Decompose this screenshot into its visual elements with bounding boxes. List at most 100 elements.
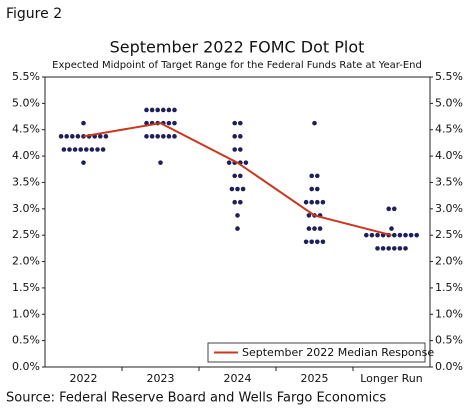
dot [414, 232, 420, 238]
y2-tick-label: 0.0% [435, 360, 463, 373]
dot [155, 134, 160, 139]
dot [240, 186, 246, 192]
dot [315, 199, 320, 205]
dot [364, 232, 369, 238]
x-tick-label: 2025 [301, 372, 329, 385]
y2-tick-label: 3.5% [435, 175, 463, 188]
dot [58, 134, 64, 139]
dot [72, 147, 78, 152]
dot [84, 147, 89, 152]
dot [312, 120, 317, 126]
dot [100, 147, 106, 152]
dot [369, 232, 375, 238]
legend-label: September 2022 Median Response [242, 346, 434, 359]
dot [81, 120, 86, 126]
dot [232, 147, 237, 152]
dot [226, 160, 232, 165]
dot [232, 199, 237, 205]
dot [309, 173, 315, 179]
dot [161, 134, 166, 139]
dot [235, 213, 240, 218]
dot [172, 107, 177, 113]
x-tick-label: 2022 [70, 372, 98, 385]
dot [315, 186, 320, 192]
dot [64, 134, 69, 139]
dot [232, 173, 237, 179]
dot [166, 107, 172, 113]
dot [166, 134, 172, 139]
dot [238, 199, 243, 205]
dot [306, 213, 312, 218]
y-tick-label: 2.0% [12, 255, 40, 268]
y2-tick-label: 2.5% [435, 228, 463, 241]
y-tick-label: 3.5% [12, 175, 40, 188]
dot [315, 239, 320, 245]
dot [309, 186, 315, 192]
dot [375, 232, 380, 238]
x-tick-label: 2023 [147, 372, 175, 385]
y-tick-label: 0.0% [12, 360, 40, 373]
dot [89, 147, 95, 152]
y-tick-label: 4.5% [12, 123, 40, 136]
dot [397, 246, 403, 251]
y-tick-label: 3.0% [12, 202, 40, 215]
dot [317, 226, 323, 231]
dot [149, 107, 155, 113]
chart-subtitle: Expected Midpoint of Target Range for th… [52, 60, 422, 71]
dot [320, 239, 326, 245]
dot [232, 134, 237, 139]
dot [144, 107, 149, 113]
dot [172, 120, 177, 126]
dot [232, 120, 237, 126]
dot [67, 147, 72, 152]
y2-tick-label: 5.0% [435, 96, 463, 109]
dot [303, 199, 309, 205]
dot [238, 134, 243, 139]
dot [166, 120, 172, 126]
dot [238, 120, 243, 126]
dot [392, 246, 397, 251]
dot [320, 199, 326, 205]
y-tick-label: 0.5% [12, 334, 40, 347]
y-tick-label: 4.0% [12, 149, 40, 162]
dot [309, 239, 315, 245]
dot [238, 173, 243, 179]
dot [312, 226, 317, 231]
dot [375, 246, 380, 251]
dot [103, 134, 109, 139]
dot [306, 226, 312, 231]
dot [408, 232, 414, 238]
dot [380, 246, 386, 251]
dot [386, 206, 392, 212]
y-tick-label: 5.0% [12, 96, 40, 109]
dot [235, 226, 240, 231]
y2-tick-label: 3.0% [435, 202, 463, 215]
y-tick-label: 1.0% [12, 307, 40, 320]
figure-label: Figure 2 [6, 6, 62, 22]
y-tick-label: 1.5% [12, 281, 40, 294]
source: Source: Federal Reserve Board and Wells … [6, 391, 386, 406]
dot [403, 246, 408, 251]
dot [238, 147, 243, 152]
y2-tick-label: 0.5% [435, 334, 463, 347]
dot [309, 199, 315, 205]
dot [95, 147, 100, 152]
y2-tick-label: 1.5% [435, 281, 463, 294]
dot [303, 239, 309, 245]
y2-tick-label: 4.5% [435, 123, 463, 136]
dot [155, 107, 160, 113]
dot [172, 134, 177, 139]
y2-tick-label: 2.0% [435, 255, 463, 268]
legend-box [207, 342, 426, 363]
dot [98, 134, 103, 139]
median-line [83, 122, 392, 237]
dot [392, 206, 397, 212]
plot-frame [44, 76, 431, 368]
dot [158, 160, 163, 165]
dot [386, 246, 392, 251]
y-tick-label: 5.5% [12, 70, 40, 83]
y-tick-label: 2.5% [12, 228, 40, 241]
y2-tick-label: 5.5% [435, 70, 463, 83]
dot [392, 232, 397, 238]
